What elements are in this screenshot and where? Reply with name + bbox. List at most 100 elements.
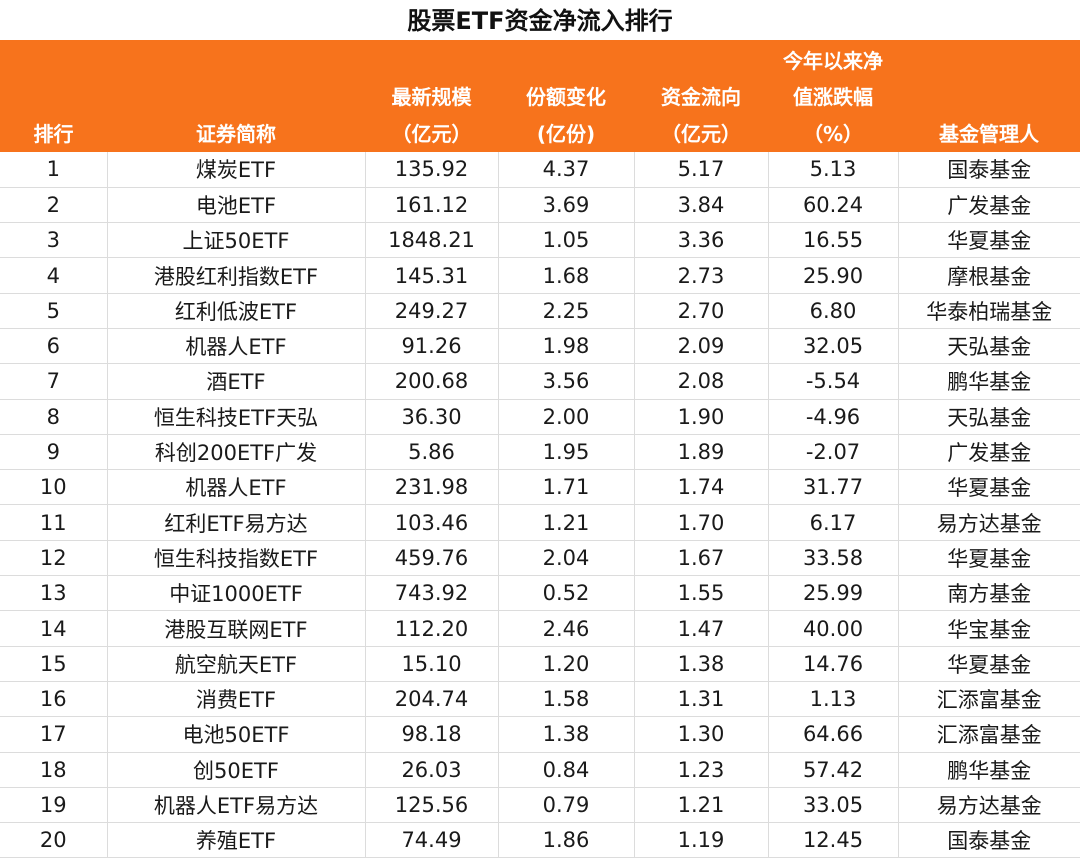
cell-rank: 16 [0, 681, 108, 718]
cell-latest-scale: 112.20 [365, 610, 499, 647]
cell-security-name: 中证1000ETF [107, 575, 366, 612]
cell-latest-scale: 249.27 [365, 293, 499, 329]
cell-share-change: 2.46 [498, 610, 635, 647]
cell-fund-flow: 3.36 [634, 222, 769, 259]
cell-fund-flow: 1.90 [634, 399, 769, 435]
cell-share-change: 0.79 [498, 787, 635, 824]
cell-fund-manager: 华泰柏瑞基金 [898, 293, 1080, 329]
cell-ytd-nav-change: 64.66 [768, 716, 899, 753]
column-header-line: （亿元） [661, 121, 741, 146]
cell-fund-flow: 3.84 [634, 187, 769, 224]
column-header-security-name: 证券简称 [107, 40, 365, 152]
cell-fund-manager: 摩根基金 [898, 257, 1080, 294]
cell-share-change: 1.58 [498, 681, 635, 718]
cell-fund-flow: 1.21 [634, 787, 769, 824]
cell-ytd-nav-change: -5.54 [768, 363, 899, 400]
cell-security-name: 消费ETF [107, 681, 366, 718]
column-header-line: 资金流向 [661, 85, 741, 109]
cell-rank: 9 [0, 434, 108, 471]
cell-share-change: 3.56 [498, 363, 635, 400]
cell-latest-scale: 161.12 [365, 187, 499, 224]
table-row: 20 养殖ETF 74.49 1.86 1.19 12.45 国泰基金 [0, 822, 1080, 858]
cell-latest-scale: 231.98 [365, 469, 499, 506]
cell-security-name: 酒ETF [107, 363, 366, 400]
cell-fund-manager: 华夏基金 [898, 222, 1080, 259]
cell-latest-scale: 15.10 [365, 646, 499, 682]
table-row: 2 电池ETF 161.12 3.69 3.84 60.24 广发基金 [0, 187, 1080, 224]
column-header-line: (亿份) [536, 121, 596, 146]
cell-share-change: 4.37 [498, 152, 635, 188]
cell-security-name: 港股互联网ETF [107, 610, 366, 647]
cell-fund-manager: 华夏基金 [898, 469, 1080, 506]
cell-fund-manager: 华夏基金 [898, 540, 1080, 577]
cell-rank: 19 [0, 787, 108, 824]
cell-rank: 1 [0, 152, 108, 188]
cell-ytd-nav-change: 16.55 [768, 222, 899, 259]
column-header-line: （%） [802, 121, 864, 146]
cell-fund-manager: 广发基金 [898, 434, 1080, 471]
cell-rank: 10 [0, 469, 108, 506]
column-header-ytd-nav-change: 今年以来净值涨跌幅 （%） [768, 40, 898, 152]
cell-security-name: 电池ETF [107, 187, 366, 224]
cell-rank: 7 [0, 363, 108, 400]
cell-security-name: 红利低波ETF [107, 293, 366, 329]
cell-rank: 20 [0, 822, 108, 858]
cell-security-name: 恒生科技指数ETF [107, 540, 366, 577]
column-header-share-change: 份额变化 (亿份) [498, 40, 634, 152]
cell-security-name: 科创200ETF广发 [107, 434, 366, 471]
table-row: 14 港股互联网ETF 112.20 2.46 1.47 40.00 华宝基金 [0, 610, 1080, 647]
cell-security-name: 恒生科技ETF天弘 [107, 399, 366, 435]
cell-security-name: 养殖ETF [107, 822, 366, 858]
cell-security-name: 机器人ETF易方达 [107, 787, 366, 824]
cell-fund-manager: 国泰基金 [898, 822, 1080, 858]
cell-rank: 18 [0, 752, 108, 788]
cell-fund-manager: 华夏基金 [898, 646, 1080, 682]
column-header-line: 值涨跌幅 [793, 85, 873, 109]
cell-security-name: 红利ETF易方达 [107, 504, 366, 541]
cell-fund-manager: 易方达基金 [898, 504, 1080, 541]
cell-fund-flow: 1.67 [634, 540, 769, 577]
cell-fund-flow: 1.55 [634, 575, 769, 612]
cell-security-name: 创50ETF [107, 752, 366, 788]
cell-latest-scale: 135.92 [365, 152, 499, 188]
cell-ytd-nav-change: 6.80 [768, 293, 899, 329]
cell-latest-scale: 743.92 [365, 575, 499, 612]
table-row: 19 机器人ETF易方达 125.56 0.79 1.21 33.05 易方达基金 [0, 787, 1080, 824]
cell-security-name: 煤炭ETF [107, 152, 366, 188]
cell-fund-flow: 2.09 [634, 328, 769, 365]
cell-fund-manager: 广发基金 [898, 187, 1080, 224]
cell-fund-manager: 鹏华基金 [898, 363, 1080, 400]
table-row: 1 煤炭ETF 135.92 4.37 5.17 5.13 国泰基金 [0, 152, 1080, 188]
cell-rank: 17 [0, 716, 108, 753]
cell-latest-scale: 1848.21 [365, 222, 499, 259]
cell-ytd-nav-change: 40.00 [768, 610, 899, 647]
cell-security-name: 航空航天ETF [107, 646, 366, 682]
cell-latest-scale: 204.74 [365, 681, 499, 718]
column-header-line: 今年以来净 [783, 48, 883, 73]
cell-ytd-nav-change: 57.42 [768, 752, 899, 788]
cell-latest-scale: 145.31 [365, 257, 499, 294]
cell-latest-scale: 103.46 [365, 504, 499, 541]
cell-ytd-nav-change: 32.05 [768, 328, 899, 365]
cell-share-change: 1.20 [498, 646, 635, 682]
column-header-line: （亿元） [391, 121, 472, 146]
column-header-line: 证券简称 [196, 121, 276, 146]
cell-fund-flow: 1.38 [634, 646, 769, 682]
cell-share-change: 1.05 [498, 222, 635, 259]
table-row: 17 电池50ETF 98.18 1.38 1.30 64.66 汇添富基金 [0, 716, 1080, 753]
cell-latest-scale: 36.30 [365, 399, 499, 435]
cell-ytd-nav-change: 12.45 [768, 822, 899, 858]
cell-rank: 8 [0, 399, 108, 435]
cell-fund-manager: 天弘基金 [898, 328, 1080, 365]
column-header-fund-flow: 资金流向 （亿元） [634, 40, 768, 152]
cell-fund-flow: 1.74 [634, 469, 769, 506]
cell-ytd-nav-change: 14.76 [768, 646, 899, 682]
column-header-line: 最新规模 [391, 85, 472, 109]
cell-ytd-nav-change: 60.24 [768, 187, 899, 224]
cell-fund-flow: 1.89 [634, 434, 769, 471]
cell-security-name: 机器人ETF [107, 328, 366, 365]
cell-rank: 6 [0, 328, 108, 365]
cell-ytd-nav-change: 1.13 [768, 681, 899, 718]
table-row: 4 港股红利指数ETF 145.31 1.68 2.73 25.90 摩根基金 [0, 257, 1080, 294]
cell-share-change: 1.38 [498, 716, 635, 753]
